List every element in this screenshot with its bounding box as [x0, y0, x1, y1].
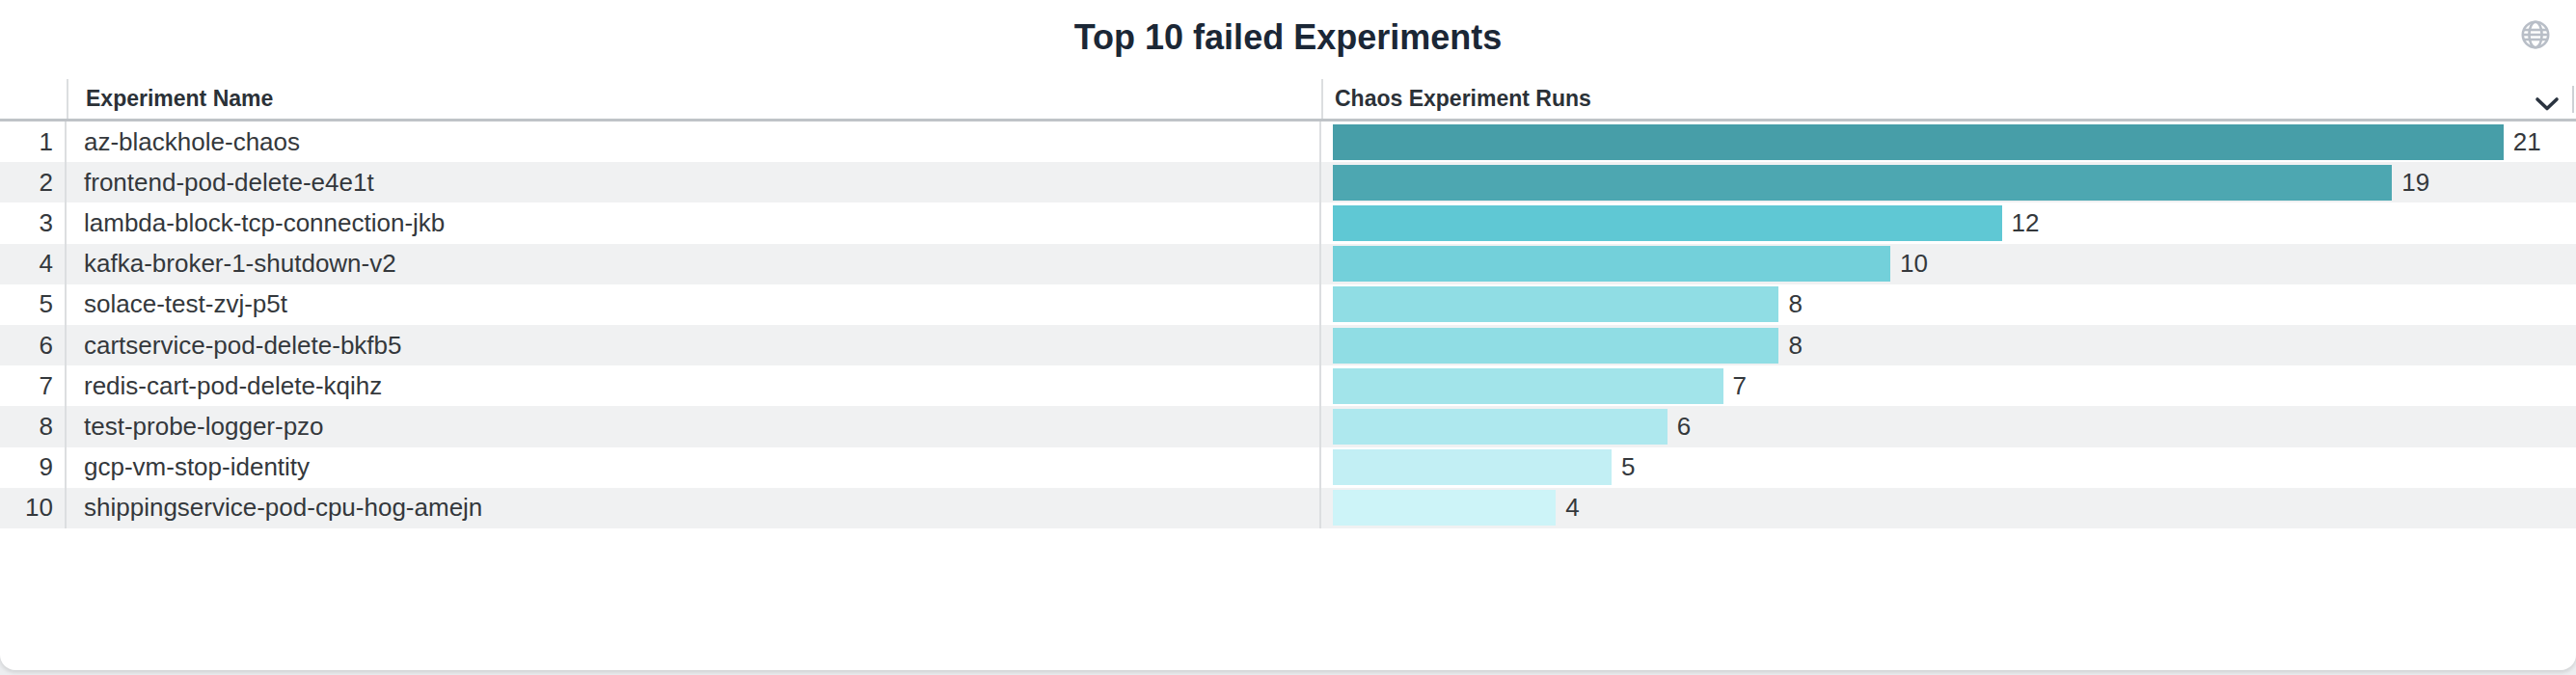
- row-rank: 10: [0, 488, 67, 528]
- runs-bar: [1333, 409, 1668, 445]
- row-rank: 8: [0, 406, 67, 446]
- runs-value-label: 8: [1788, 289, 1802, 319]
- table-row: 9gcp-vm-stop-identity 5: [0, 447, 2576, 488]
- row-rank: 3: [0, 202, 67, 243]
- runs-bar: [1333, 449, 1612, 485]
- table-row: 3lambda-block-tcp-connection-jkb 12: [0, 202, 2576, 243]
- experiment-name: az-blackhole-chaos: [67, 122, 1321, 162]
- runs-value-label: 8: [1788, 331, 1802, 361]
- table-row: 8test-probe-logger-pzo 6: [0, 406, 2576, 446]
- table-row: 10shippingservice-pod-cpu-hog-amejn 4: [0, 488, 2576, 528]
- runs-bar-cell: 4: [1321, 488, 2576, 528]
- runs-value-label: 6: [1677, 412, 1691, 442]
- row-rank: 4: [0, 244, 67, 284]
- experiment-name: frontend-pod-delete-e4e1t: [67, 162, 1321, 202]
- experiment-name: lambda-block-tcp-connection-jkb: [67, 202, 1321, 243]
- experiment-name: kafka-broker-1-shutdown-v2: [67, 244, 1321, 284]
- table-row: 1az-blackhole-chaos 21: [0, 122, 2576, 162]
- runs-value-label: 19: [2401, 168, 2429, 198]
- row-rank: 1: [0, 122, 67, 162]
- runs-bar-cell: 19: [1321, 162, 2576, 202]
- runs-bar: [1333, 205, 2002, 241]
- runs-value-label: 4: [1565, 493, 1579, 523]
- column-resize-handle[interactable]: [2572, 86, 2574, 113]
- experiment-name: solace-test-zvj-p5t: [67, 284, 1321, 325]
- experiment-name: gcp-vm-stop-identity: [67, 447, 1321, 488]
- runs-value-label: 10: [1900, 249, 1928, 279]
- runs-bar-cell: 21: [1321, 122, 2576, 162]
- runs-bar: [1333, 165, 2392, 201]
- experiment-table-body: 1az-blackhole-chaos212frontend-pod-delet…: [0, 122, 2576, 528]
- runs-bar: [1333, 286, 1778, 322]
- row-rank: 7: [0, 365, 67, 406]
- table-row: 6cartservice-pod-delete-bkfb5 8: [0, 325, 2576, 365]
- chaos-runs-column-header[interactable]: Chaos Experiment Runs: [1323, 79, 2576, 119]
- runs-bar: [1333, 328, 1778, 364]
- runs-bar-cell: 7: [1321, 365, 2576, 406]
- runs-value-label: 21: [2513, 127, 2541, 157]
- runs-value-label: 7: [1733, 371, 1747, 401]
- experiment-name: test-probe-logger-pzo: [67, 406, 1321, 446]
- table-header-row: Experiment Name Chaos Experiment Runs: [0, 79, 2576, 122]
- runs-bar-cell: 12: [1321, 202, 2576, 243]
- row-rank: 6: [0, 325, 67, 365]
- runs-bar: [1333, 490, 1556, 526]
- runs-bar: [1333, 124, 2504, 160]
- experiment-name: redis-cart-pod-delete-kqihz: [67, 365, 1321, 406]
- runs-value-label: 5: [1621, 452, 1635, 482]
- experiment-name: shippingservice-pod-cpu-hog-amejn: [67, 488, 1321, 528]
- experiment-name-column-header[interactable]: Experiment Name: [68, 79, 1323, 119]
- row-rank: 9: [0, 447, 67, 488]
- runs-value-label: 12: [2012, 208, 2040, 238]
- chevron-down-icon[interactable]: [2534, 92, 2561, 107]
- runs-bar-cell: 8: [1321, 325, 2576, 365]
- row-rank: 5: [0, 284, 67, 325]
- table-row: 2frontend-pod-delete-e4e1t 19: [0, 162, 2576, 202]
- experiment-name: cartservice-pod-delete-bkfb5: [67, 325, 1321, 365]
- experiment-name-header-label: Experiment Name: [86, 86, 273, 112]
- row-rank: 2: [0, 162, 67, 202]
- runs-bar-cell: 8: [1321, 284, 2576, 325]
- table-row: 7redis-cart-pod-delete-kqihz7: [0, 365, 2576, 406]
- panel-title: Top 10 failed Experiments: [0, 19, 2576, 56]
- runs-bar: [1333, 246, 1890, 282]
- chaos-runs-header-label: Chaos Experiment Runs: [1335, 86, 1591, 112]
- table-row: 4kafka-broker-1-shutdown-v2 10: [0, 244, 2576, 284]
- runs-bar-cell: 10: [1321, 244, 2576, 284]
- runs-bar-cell: 6: [1321, 406, 2576, 446]
- table-row: 5solace-test-zvj-p5t 8: [0, 284, 2576, 325]
- globe-icon[interactable]: [2519, 18, 2552, 51]
- runs-bar-cell: 5: [1321, 447, 2576, 488]
- chart-panel-card: Top 10 failed Experiments Experiment Nam…: [0, 0, 2576, 670]
- runs-bar: [1333, 368, 1723, 404]
- rank-column-header: [0, 79, 68, 119]
